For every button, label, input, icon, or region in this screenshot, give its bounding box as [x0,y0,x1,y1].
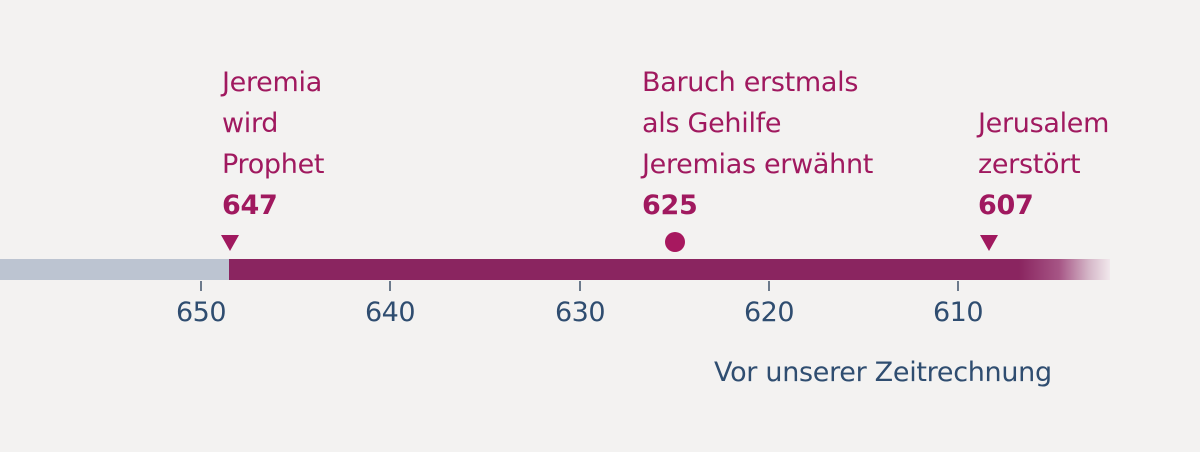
event-text-line: zerstört [978,149,1081,180]
event-text-line: Jeremias erwähnt [642,149,874,180]
axis-tick-label: 620 [743,297,795,328]
timeline-bar-before [0,259,230,280]
axis-tick [768,281,770,291]
event-year: 647 [222,190,278,221]
event-text-line: Jeremia [222,67,322,98]
event-baruch-gehilfe: Baruch erstmals als Gehilfe Jeremias erw… [642,62,873,226]
event-year: 625 [642,190,698,221]
axis-caption: Vor unserer Zeitrechnung [714,357,1052,388]
triangle-marker-icon [980,235,998,251]
axis-tick [579,281,581,291]
axis-tick-label: 640 [364,297,416,328]
dot-marker-icon [665,232,685,252]
event-text-line: Prophet [222,149,325,180]
axis-tick [389,281,391,291]
event-year: 607 [978,190,1034,221]
event-jeremia-prophet: Jeremia wird Prophet 647 [222,62,324,226]
axis-tick [957,281,959,291]
event-jerusalem-zerstoert: Jerusalem zerstört 607 [978,103,1109,226]
axis-tick-label: 630 [554,297,606,328]
event-text-line: als Gehilfe [642,108,782,139]
axis-tick-label: 610 [932,297,984,328]
timeline-bar-highlight [229,259,1110,280]
event-text-line: Baruch erstmals [642,67,859,98]
axis-tick [200,281,202,291]
triangle-marker-icon [221,235,239,251]
axis-tick-label: 650 [175,297,227,328]
event-text-line: Jerusalem [978,108,1110,139]
event-text-line: wird [222,108,279,139]
